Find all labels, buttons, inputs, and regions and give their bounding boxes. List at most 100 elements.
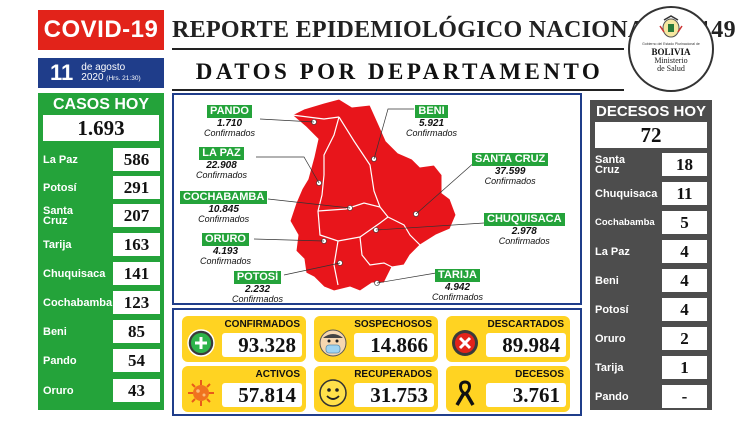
dept-confirmed: 37.599 [494,166,526,177]
dept-confirmed-word: Confirmados [200,256,252,266]
casos-hoy-title: CASOS HOY [52,96,149,113]
casos-row: Santa Cruz 207 [38,203,164,228]
stat-recuperados: RECUPERADOS 31.753 [314,366,438,412]
casos-row-value: 43 [113,379,160,402]
black-ribbon-icon [455,380,475,406]
decesos-row: Tarija 1 [590,355,712,380]
logo-top-text: Gobierno del Estado Plurinacional de [642,42,700,46]
decesos-row-value: 1 [662,356,707,379]
decesos-row-name: Beni [595,274,619,287]
decesos-row: Chuquisaca 11 [590,181,712,206]
casos-row: Tarija 163 [38,232,164,257]
dept-confirmed-word: Confirmados [498,236,550,246]
report-date: 11 de agosto 2020 (Hrs. 21:30) [38,58,164,88]
decesos-row-name: Potosí [595,303,629,316]
dept-confirmed-word: Confirmados [204,128,256,138]
decesos-hoy-title: DECESOS HOY [595,103,707,120]
dept-confirmed: 4.193 [213,246,239,257]
dept-name: COCHABAMBA [180,191,268,204]
casos-row: La Paz 586 [38,147,164,172]
casos-row-value: 54 [113,349,160,372]
dept-name: CHUQUISACA [484,213,565,226]
decesos-row-name: Cochabamba [595,216,655,228]
dept-name: SANTA CRUZ [472,153,549,166]
map-label-cochabamba: COCHABAMBA 10.845 Confirmados [180,187,268,224]
decesos-row-value: - [662,385,707,408]
casos-row-value: 85 [113,320,160,343]
decesos-row-name: Santa Cruz [595,153,625,176]
date-year: 2020 [81,71,104,83]
smile-face-icon [319,379,347,407]
stat-value: 57.814 [222,383,302,407]
casos-row: Beni 85 [38,319,164,344]
casos-row-value: 123 [113,291,160,314]
dept-confirmed: 2.978 [511,226,537,237]
stat-sospechosos: SOSPECHOSOS 14.866 [314,316,438,362]
decesos-row-value: 18 [662,153,707,176]
national-stats-panel: CONFIRMADOS 93.328 SOSPECHOSOS 14.866 DE… [172,308,582,416]
date-hour: (Hrs. 21:30) [106,74,141,82]
decesos-row: La Paz 4 [590,239,712,264]
map-label-tarija: TARIJA 4.942 Confirmados [432,265,483,302]
dept-name: ORURO [202,233,249,246]
dept-confirmed-word: Confirmados [406,128,458,138]
stat-label: DECESOS [515,369,564,380]
casos-row: Potosí 291 [38,175,164,200]
casos-row-name: Cochabamba [43,296,113,309]
casos-row: Oruro 43 [38,378,164,403]
date-day: 11 [50,60,74,85]
report-title: REPORTE EPIDEMIOLÓGICO NACIONAL Nº 149 [172,16,736,43]
dept-confirmed-word: Confirmados [432,292,484,302]
map-label-santa-cruz: SANTA CRUZ 37.599 Confirmados [472,149,549,186]
dept-name: LA PAZ [199,147,244,160]
casos-hoy-total: 1.693 [43,115,159,141]
masked-face-icon [319,329,347,357]
stat-confirmados: CONFIRMADOS 93.328 [182,316,306,362]
casos-row-name: La Paz [43,153,78,166]
stat-label: DESCARTADOS [487,319,564,330]
dept-confirmed: 1.710 [217,118,243,129]
coat-of-arms-icon [659,15,683,38]
virus-icon [188,380,214,406]
stat-value: 31.753 [354,383,434,407]
map-label-oruro: ORURO 4.193 Confirmados [200,229,251,266]
decesos-row-value: 4 [662,298,707,321]
stat-activos: ACTIVOS 57.814 [182,366,306,412]
casos-row-value: 291 [113,176,160,199]
dept-name: TARIJA [435,269,480,282]
dept-confirmed: 4.942 [445,282,471,293]
casos-hoy-panel: CASOS HOY 1.693 La Paz 586 Potosí 291 Sa… [38,93,164,410]
decesos-row: Oruro 2 [590,326,712,351]
decesos-row: Santa Cruz 18 [590,152,712,177]
map-label-pando: PANDO 1.710 Confirmados [204,101,255,138]
casos-row-name: Beni [43,325,67,338]
bolivia-map [253,98,485,292]
map-label-beni: BENI 5.921 Confirmados [406,101,457,138]
stat-descartados: DESCARTADOS 89.984 [446,316,570,362]
decesos-row-name: La Paz [595,245,630,258]
stat-label: RECUPERADOS [354,369,432,380]
covid-label: COVID-19 [38,10,164,50]
plus-circle-icon [187,329,215,357]
decesos-row: Beni 4 [590,268,712,293]
decesos-row: Pando - [590,384,712,409]
dept-confirmed: 5.921 [419,118,445,129]
subtitle-divider [172,89,624,91]
stat-label: CONFIRMADOS [224,319,300,330]
casos-row: Cochabamba 123 [38,290,164,315]
casos-row-value: 163 [113,233,160,256]
casos-row-name: Potosí [43,181,77,194]
logo-line2: de Salud [657,64,685,73]
decesos-row-value: 4 [662,240,707,263]
stat-value: 93.328 [222,333,302,357]
casos-row-name: Tarija [43,238,72,251]
dept-name: BENI [415,105,448,118]
decesos-row-name: Tarija [595,361,624,374]
decesos-row: Potosí 4 [590,297,712,322]
casos-row-name: Chuquisaca [43,267,106,280]
decesos-row-name: Pando [595,390,629,403]
decesos-hoy-total: 72 [595,122,707,148]
dept-confirmed-word: Confirmados [198,214,250,224]
casos-row-name: Santa Cruz [43,204,73,227]
stat-label: ACTIVOS [255,369,300,380]
